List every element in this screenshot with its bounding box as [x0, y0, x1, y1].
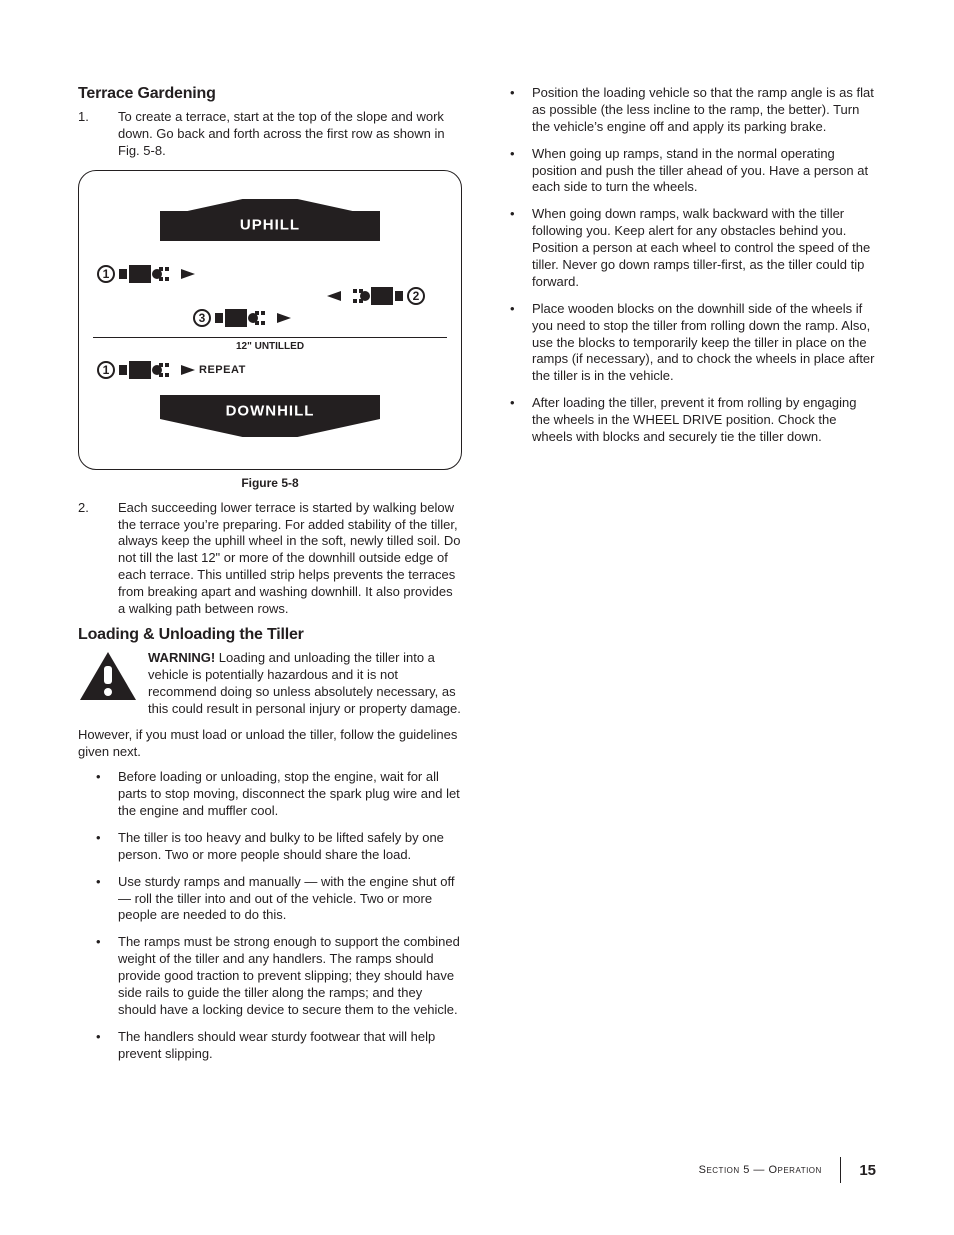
bullet-item: After loading the tiller, prevent it fro…	[492, 395, 876, 446]
warning-block: WARNING! Loading and unloading the tille…	[78, 650, 462, 718]
arrow-right-icon	[181, 267, 195, 281]
section-label: Section 5 — Operation	[699, 1164, 822, 1176]
arrow-right-icon	[181, 363, 195, 377]
page-number: 15	[859, 1162, 876, 1179]
tiller-icon	[345, 283, 403, 309]
row-number: 1	[97, 265, 115, 283]
arrow-left-icon	[327, 289, 341, 303]
repeat-label: REPEAT	[199, 364, 246, 376]
arrow-right-icon	[277, 311, 291, 325]
terrace-item-1: To create a terrace, start at the top of…	[78, 109, 462, 160]
bullet-item: When going up ramps, stand in the normal…	[492, 146, 876, 197]
after-warning-text: However, if you must load or unload the …	[78, 727, 462, 761]
footer-divider	[840, 1157, 842, 1183]
left-column: Terrace Gardening To create a terrace, s…	[78, 85, 462, 1073]
tiller-icon	[215, 305, 273, 331]
loading-heading: Loading & Unloading the Tiller	[78, 626, 462, 644]
bullet-item: Use sturdy ramps and manually — with the…	[78, 874, 462, 925]
warning-icon	[78, 650, 138, 704]
figure-5-8: UPHILL 1 2	[78, 170, 462, 470]
terrace-item-2: Each succeeding lower terrace is started…	[78, 500, 462, 618]
downhill-arrow: DOWNHILL	[160, 395, 380, 437]
tiller-icon	[119, 357, 177, 383]
row-number: 1	[97, 361, 115, 379]
terrace-heading: Terrace Gardening	[78, 85, 462, 103]
tiller-row-3: 3	[193, 305, 291, 331]
page-footer: Section 5 — Operation 15	[699, 1157, 876, 1183]
uphill-label: UPHILL	[240, 216, 300, 233]
tiller-icon	[119, 261, 177, 287]
tiller-row-1: 1	[97, 261, 195, 287]
bullet-item: Position the loading vehicle so that the…	[492, 85, 876, 136]
tiller-row-2: 2	[327, 283, 425, 309]
right-bullets: Position the loading vehicle so that the…	[492, 85, 876, 446]
bullet-item: When going down ramps, walk backward wit…	[492, 206, 876, 290]
bullet-item: Place wooden blocks on the downhill side…	[492, 301, 876, 385]
warning-text: WARNING! Loading and unloading the tille…	[148, 650, 462, 718]
bullet-item: The handlers should wear sturdy footwear…	[78, 1029, 462, 1063]
bullet-item: The ramps must be strong enough to suppo…	[78, 934, 462, 1018]
row-number: 3	[193, 309, 211, 327]
bullet-item: Before loading or unloading, stop the en…	[78, 769, 462, 820]
downhill-label: DOWNHILL	[226, 402, 315, 419]
warning-bold: WARNING!	[148, 650, 215, 665]
terrace-list-cont: Each succeeding lower terrace is started…	[78, 500, 462, 618]
row-number: 2	[407, 287, 425, 305]
right-column: Position the loading vehicle so that the…	[492, 85, 876, 1073]
loading-bullets: Before loading or unloading, stop the en…	[78, 769, 462, 1062]
untilled-label: 12" UNTILLED	[232, 341, 308, 352]
terrace-list: To create a terrace, start at the top of…	[78, 109, 462, 160]
untilled-divider: 12" UNTILLED	[93, 337, 447, 338]
tiller-row-repeat: 1 REPEAT	[97, 357, 246, 383]
figure-caption: Figure 5-8	[78, 476, 462, 490]
bullet-item: The tiller is too heavy and bulky to be …	[78, 830, 462, 864]
uphill-arrow: UPHILL	[160, 199, 380, 241]
